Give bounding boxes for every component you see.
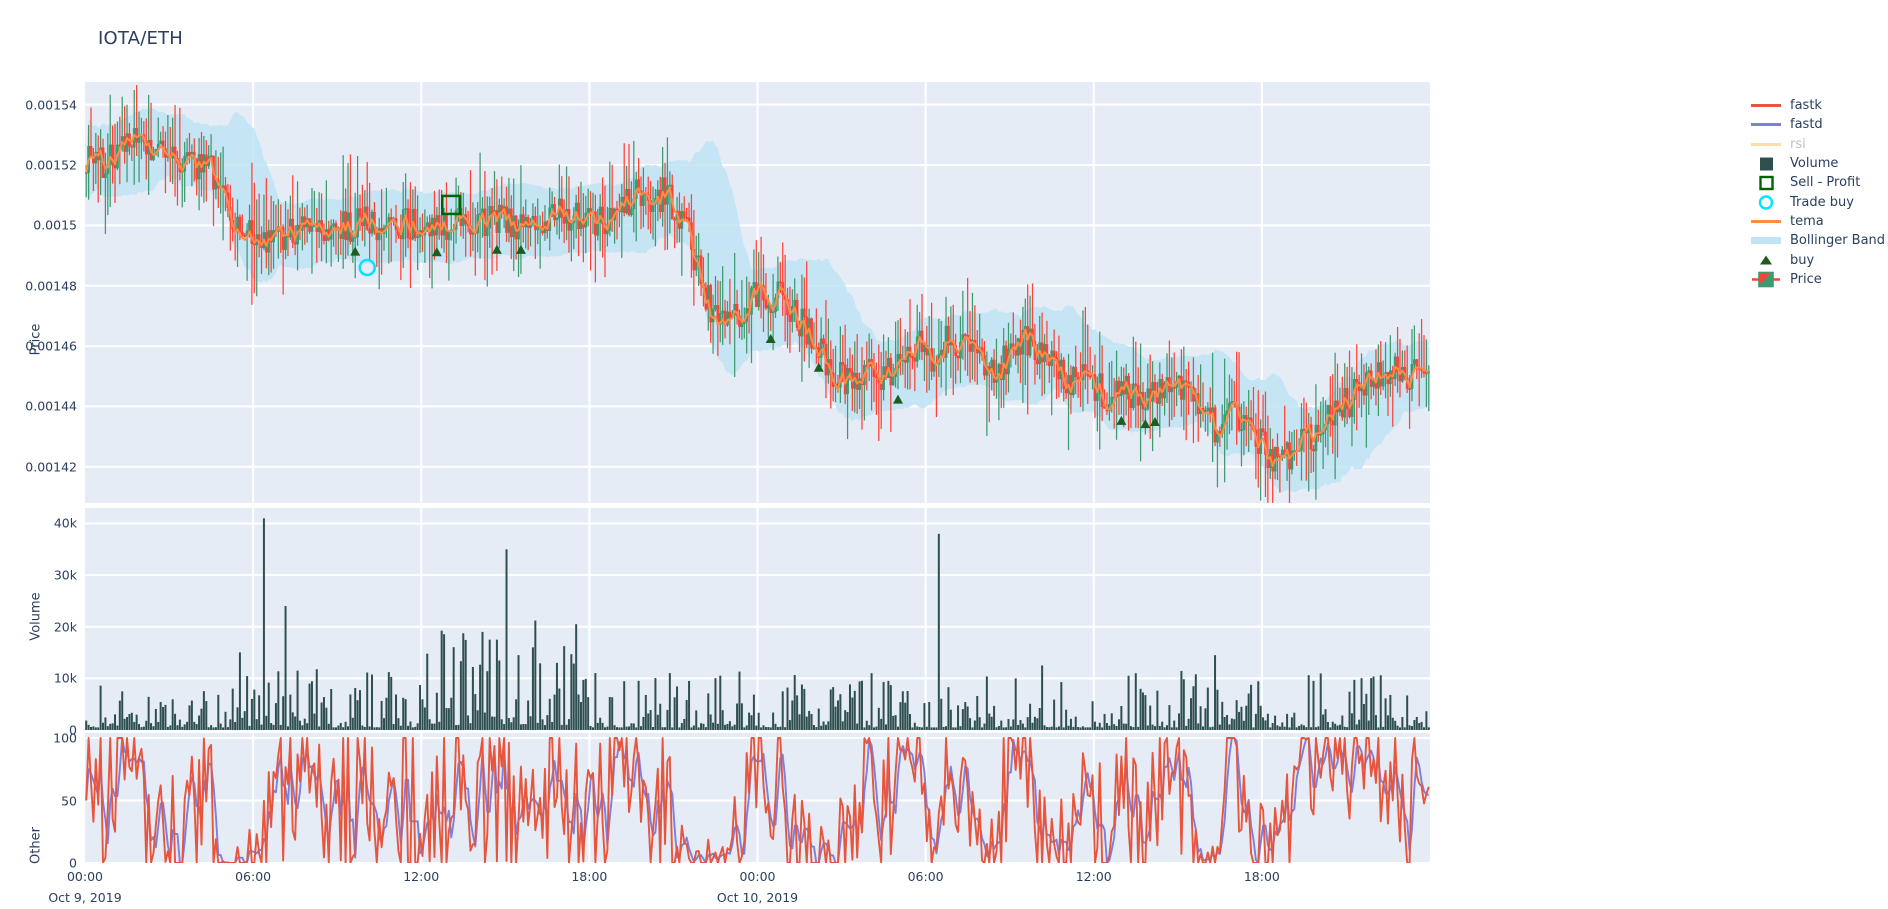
legend-item-label: Trade buy [1790,194,1854,210]
legend-item-fastd[interactable]: fastd [1750,115,1888,134]
line-swatch-icon [1750,135,1782,154]
triangle-up-icon [350,246,361,256]
other-panel[interactable] [85,733,1430,863]
line-swatch-icon [1750,212,1782,231]
triangle-up-icon [431,247,442,257]
volume-yticks-label: 10k [53,670,77,686]
legend-item-price[interactable]: Price [1750,270,1888,289]
triangle-up-icon [515,244,526,254]
buy-markers [350,244,1160,429]
price-plot-svg [85,82,1430,503]
legend-item-bollinger-band[interactable]: Bollinger Band [1750,231,1888,250]
x-date-label: Oct 9, 2019 [48,890,122,905]
triangle-up-icon [491,244,502,254]
x-tick-label: 18:00 [571,869,608,884]
x-tick-label: 00:00 [739,869,776,884]
legend-item-label: tema [1790,213,1824,229]
triangle-up-icon [1149,416,1160,426]
volume-axis-title: Volume [28,592,44,641]
legend-item-label: Bollinger Band [1790,233,1886,249]
legend-item-volume[interactable]: Volume [1750,154,1888,173]
volume-bars [85,518,1430,730]
filled-square-icon [1750,154,1782,173]
triangle-up-icon [813,362,824,372]
legend-item-label: rsi [1790,136,1806,152]
band-swatch-icon [1750,231,1782,250]
legend-item-tema[interactable]: tema [1750,212,1888,231]
triangle-up-icon [765,333,776,343]
volume-plot-svg [85,508,1430,730]
x-date-label: Oct 10, 2019 [716,890,799,905]
legend-item-fastk[interactable]: fastk [1750,96,1888,115]
legend-item-rsi[interactable]: rsi [1750,135,1888,154]
triangle-up-icon [1140,419,1151,429]
chart-legend[interactable]: fastk fastd rsi Volume Sell - Profit Trade bu… [1750,96,1888,289]
other-yticks-label: 50 [61,793,77,808]
volume-yticks-label: 0 [69,722,77,738]
page-title: IOTA/ETH [98,28,183,49]
line-swatch-icon [1750,115,1782,134]
fastk-line [85,737,1430,863]
legend-item-label: Price [1790,271,1822,287]
price-panel[interactable] [85,82,1430,503]
price-yticks-label: 0.00146 [25,338,77,354]
triangle-up-icon [1116,415,1127,425]
price-yticks-label: 0.00144 [25,398,77,414]
triangle-up-icon [893,394,904,404]
line-swatch-icon [1750,96,1782,115]
volume-yticks-label: 20k [53,619,77,635]
other-axis-title: Other [28,827,44,864]
x-tick-label: 06:00 [907,869,944,884]
x-tick-label: 18:00 [1243,869,1280,884]
other-yticks-label: 0 [69,855,77,871]
triangle-up-icon [1750,251,1782,270]
legend-item-trade-buy[interactable]: Trade buy [1750,192,1888,211]
legend-item-label: fastd [1790,117,1823,133]
sell-profit-marker [441,194,462,216]
legend-item-label: Sell - Profit [1790,175,1861,191]
legend-item-label: Volume [1790,156,1839,172]
x-tick-label: 12:00 [1075,869,1112,884]
price-yticks-label: 0.00152 [25,157,77,173]
x-tick-label: 12:00 [403,869,440,884]
price-yticks-label: 0.0015 [33,217,77,233]
other-yticks-label: 100 [53,730,77,746]
legend-item-label: buy [1790,252,1815,268]
volume-yticks-label: 30k [53,567,77,583]
volume-yticks-label: 40k [53,515,77,531]
tema-line [85,133,1429,468]
open-square-icon [1750,173,1782,192]
x-tick-label: 06:00 [235,869,272,884]
legend-item-buy[interactable]: buy [1750,250,1888,269]
legend-item-label: fastk [1790,98,1822,114]
price-yticks-label: 0.00142 [25,459,77,475]
open-circle-icon [1750,193,1782,212]
legend-item-sell-profit[interactable]: Sell - Profit [1750,173,1888,192]
trade-buy-marker [358,258,376,277]
price-yticks-label: 0.00148 [25,278,77,294]
candlestick-icon [1750,270,1782,289]
volume-panel[interactable] [85,508,1430,730]
price-yticks-label: 0.00154 [25,97,77,113]
x-tick-label: 00:00 [66,869,104,884]
other-plot-svg [85,733,1430,863]
